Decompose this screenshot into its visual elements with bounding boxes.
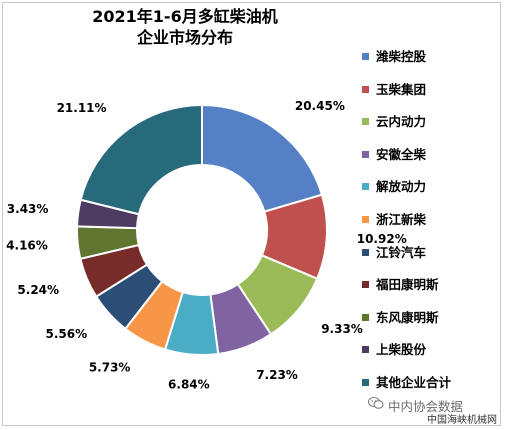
legend-swatch bbox=[362, 53, 369, 60]
chart-title-line-2: 企业市场分布 bbox=[136, 28, 233, 47]
chart-title-line-1: 2021年1-6月多缸柴油机 bbox=[92, 7, 278, 26]
legend-swatch bbox=[362, 150, 369, 158]
data-label-8: 5.24% bbox=[17, 283, 59, 297]
legend-label: 东风康明斯 bbox=[376, 309, 439, 325]
data-label-11: 21.11% bbox=[57, 101, 107, 115]
legend-label: 安徽全柴 bbox=[376, 146, 427, 162]
data-label-1: 20.45% bbox=[295, 99, 345, 113]
legend-label: 解放动力 bbox=[376, 179, 427, 195]
legend-swatch bbox=[362, 216, 369, 223]
watermark-text: 中内协会数据 bbox=[388, 399, 464, 414]
legend-label: 上柴股份 bbox=[376, 342, 427, 358]
data-label-10: 3.43% bbox=[7, 202, 49, 216]
data-label-5: 6.84% bbox=[168, 377, 210, 391]
data-label-7: 5.56% bbox=[46, 327, 88, 341]
legend-swatch bbox=[362, 248, 369, 256]
source-credit: 中国海峡机械网 bbox=[427, 415, 497, 426]
legend-label: 玉柴集团 bbox=[376, 81, 427, 97]
legend-swatch bbox=[362, 313, 369, 321]
legend-swatch bbox=[362, 379, 369, 386]
data-label-3: 9.33% bbox=[321, 322, 363, 336]
data-label-9: 4.16% bbox=[6, 239, 48, 253]
legend-label: 潍柴控股 bbox=[376, 49, 427, 64]
legend-label: 浙江新柴 bbox=[376, 212, 427, 227]
legend-swatch bbox=[362, 118, 369, 126]
chart-title: 2021年1-6月多缸柴油机 企业市场分布 bbox=[60, 6, 310, 48]
data-label-4: 7.23% bbox=[256, 368, 298, 382]
legend-label: 江铃汽车 bbox=[376, 244, 427, 260]
donut-slice-11 bbox=[79, 103, 203, 216]
legend-label: 其他企业合计 bbox=[376, 375, 452, 390]
donut-slice-1 bbox=[201, 103, 324, 213]
legend-swatch bbox=[362, 281, 369, 289]
data-label-2: 10.92% bbox=[357, 232, 407, 246]
legend-swatch bbox=[362, 346, 369, 354]
legend-swatch bbox=[362, 183, 369, 191]
data-label-6: 5.73% bbox=[89, 361, 131, 375]
wechat-icon bbox=[368, 397, 384, 409]
legend-label: 福田康明斯 bbox=[376, 277, 439, 293]
legend-swatch bbox=[362, 85, 369, 93]
legend-label: 云内动力 bbox=[376, 114, 427, 130]
